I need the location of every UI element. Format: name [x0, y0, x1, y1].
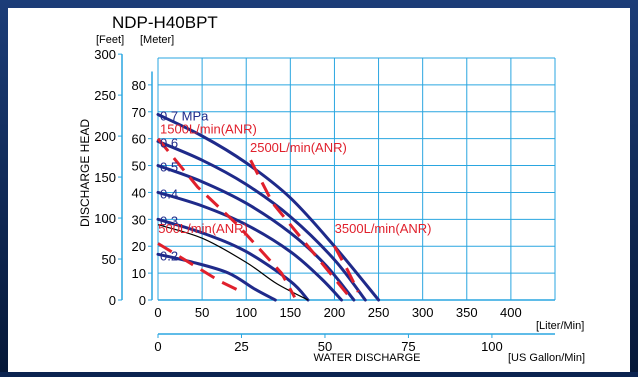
x-tick-label: 250: [368, 305, 390, 320]
air-label-1: 2500L/min(ANR): [250, 140, 347, 155]
x-unit-liter: [Liter/Min]: [536, 320, 584, 332]
gallon-tick-label: 100: [481, 339, 503, 354]
meter-tick-label: 60: [132, 132, 146, 147]
meter-tick-label: 10: [132, 266, 146, 281]
meter-tick-label: 40: [132, 185, 146, 200]
x-axis-label: WATER DISCHARGE: [314, 352, 421, 364]
x-tick-label: 400: [500, 305, 522, 320]
air-curve-1: [249, 159, 349, 296]
threshold-curve: [157, 224, 309, 301]
pressure-curve-2: [156, 164, 356, 302]
series-labels: 0.7 MPa 0.6 0.5 0.4 0.3 0.2 1500L/min(ANR) 2500…: [158, 108, 431, 263]
pressure-curve-0: [156, 113, 381, 302]
pump-performance-chart: 0 50 100 150 200 250 300 350 4000102030405060708…: [78, 13, 585, 364]
gallon-tick-label: 75: [401, 339, 415, 354]
pressure-curve-4: [156, 217, 310, 302]
pressure-label-1: 0.6: [160, 135, 178, 150]
y-axis-label: DISCHARGE HEAD: [78, 119, 92, 227]
grid-lines: [157, 57, 556, 301]
meter-tick-label: 0: [139, 293, 146, 308]
feet-tick-label: 150: [94, 170, 116, 185]
air-label-0: 1500L/min(ANR): [160, 121, 257, 136]
x-tick-label: 350: [456, 305, 478, 320]
x-tick-label: 100: [235, 305, 257, 320]
y-unit-meter: [Meter]: [140, 34, 174, 46]
feet-tick-label: 300: [94, 47, 116, 62]
feet-tick-label: 200: [94, 129, 116, 144]
feet-tick-label: 250: [94, 88, 116, 103]
air-label-2: 3500L/min(ANR): [335, 221, 432, 236]
gallon-tick-label: 0: [154, 339, 161, 354]
feet-tick-label: 0: [109, 293, 116, 308]
air-curve-2: [333, 245, 360, 293]
x-tick-label: 150: [279, 305, 301, 320]
gallon-tick-label: 25: [234, 339, 248, 354]
meter-tick-label: 30: [132, 212, 146, 227]
x-unit-gallon: [US Gallon/Min]: [508, 352, 585, 364]
series: [156, 113, 381, 302]
meter-tick-label: 70: [132, 105, 146, 120]
feet-tick-label: 50: [102, 252, 116, 267]
air-curve-3: [157, 242, 243, 294]
x-tick-label: 200: [324, 305, 346, 320]
x-tick-label: 50: [195, 305, 209, 320]
x-tick-label: 0: [154, 305, 161, 320]
pressure-label-3: 0.4: [160, 186, 178, 201]
pressure-label-0: 0.7 MPa: [160, 108, 209, 123]
meter-tick-label: 80: [132, 78, 146, 93]
axes: 0 50 100 150 200 250 300 350 4000102030405060708…: [94, 47, 555, 354]
pressure-curve-3: [156, 190, 343, 302]
air-label-3: 500L/min(ANR): [158, 221, 248, 236]
pressure-label-5: 0.2: [160, 248, 178, 263]
meter-tick-label: 50: [132, 159, 146, 174]
gallon-tick-label: 50: [318, 339, 332, 354]
chart-title: NDP-H40BPT: [112, 13, 218, 32]
pressure-label-2: 0.5: [160, 160, 178, 175]
x-tick-label: 300: [412, 305, 434, 320]
chart-panel: 0 50 100 150 200 250 300 350 400 0 10 20 30 40 50 60 70 8…: [8, 8, 630, 372]
pressure-curve-1: [156, 139, 367, 302]
y-unit-feet: [Feet]: [96, 34, 124, 46]
meter-tick-label: 20: [132, 239, 146, 254]
feet-tick-label: 100: [94, 211, 116, 226]
pressure-label-4: 0.3: [160, 213, 178, 228]
